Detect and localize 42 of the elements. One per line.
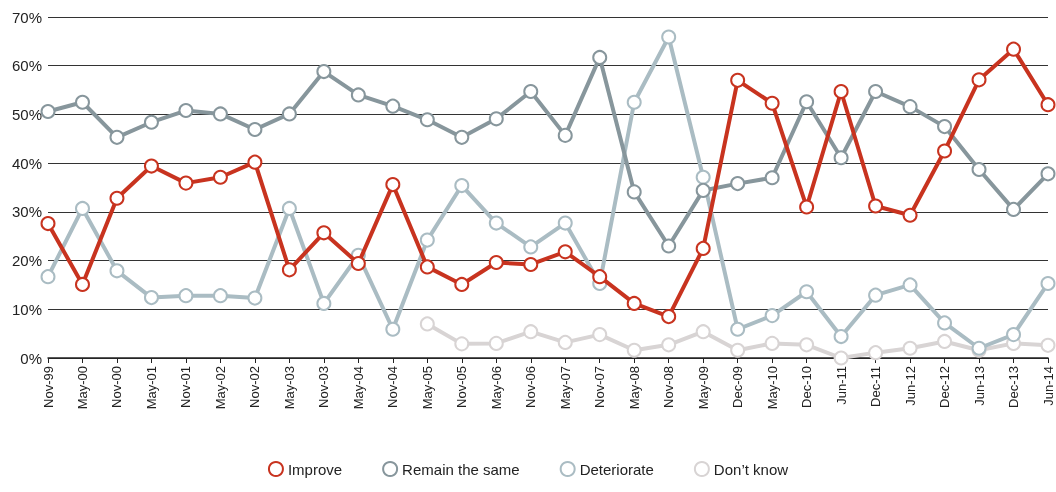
y-tick-label: 30% — [11, 203, 42, 221]
x-tick-label: Jun-11 — [833, 366, 849, 405]
x-tick-label: Jun-14 — [1040, 366, 1056, 406]
x-tick-label: Nov-00 — [109, 366, 125, 408]
x-tick-label: May-06 — [488, 366, 504, 410]
x-tick-label: Nov-01 — [178, 366, 194, 408]
legend-label: Don’t know — [713, 460, 789, 478]
x-tick-label: Dec-13 — [1006, 366, 1022, 408]
y-tick-label: 10% — [11, 300, 42, 318]
x-tick-label: Jun-13 — [971, 366, 987, 406]
x-tick-label: May-02 — [212, 366, 228, 410]
x-tick-label: Nov-07 — [592, 366, 608, 408]
y-tick-label: 60% — [11, 57, 42, 75]
x-tick-label: Nov-06 — [523, 366, 539, 408]
y-tick-label: 50% — [11, 105, 42, 123]
y-tick-label: 0% — [20, 349, 42, 367]
x-tick-label: May-10 — [764, 366, 780, 410]
x-tick-label: Nov-03 — [316, 366, 332, 408]
legend-label: Improve — [287, 460, 343, 478]
x-tick-label: May-08 — [626, 366, 642, 410]
x-tick-label: May-09 — [695, 366, 711, 410]
x-tick-label: May-07 — [557, 366, 573, 410]
x-tick-label: Dec-09 — [730, 366, 746, 408]
x-tick-label: Nov-99 — [40, 366, 56, 408]
x-tick-label: Nov-08 — [661, 366, 677, 408]
x-tick-label: Dec-12 — [937, 366, 953, 408]
legend-label: Deteriorate — [579, 460, 654, 478]
y-tick-label: 20% — [11, 252, 42, 270]
x-tick-label: May-03 — [281, 366, 297, 410]
x-tick-label: Nov-05 — [454, 366, 470, 408]
legend-label: Remain the same — [402, 460, 520, 478]
x-tick-label: May-01 — [143, 366, 159, 410]
x-tick-label: Nov-04 — [385, 366, 401, 408]
x-tick-label: Nov-02 — [247, 366, 263, 408]
x-tick-label: Jun-12 — [902, 366, 918, 406]
x-tick-label: Dec-10 — [799, 366, 815, 408]
y-tick-label: 40% — [11, 154, 42, 172]
x-tick-label: May-04 — [350, 366, 366, 410]
x-tick-label: May-00 — [74, 366, 90, 410]
y-tick-label: 70% — [11, 8, 42, 26]
x-tick-label: Dec-11 — [868, 366, 884, 407]
x-tick-label: May-05 — [419, 366, 435, 410]
